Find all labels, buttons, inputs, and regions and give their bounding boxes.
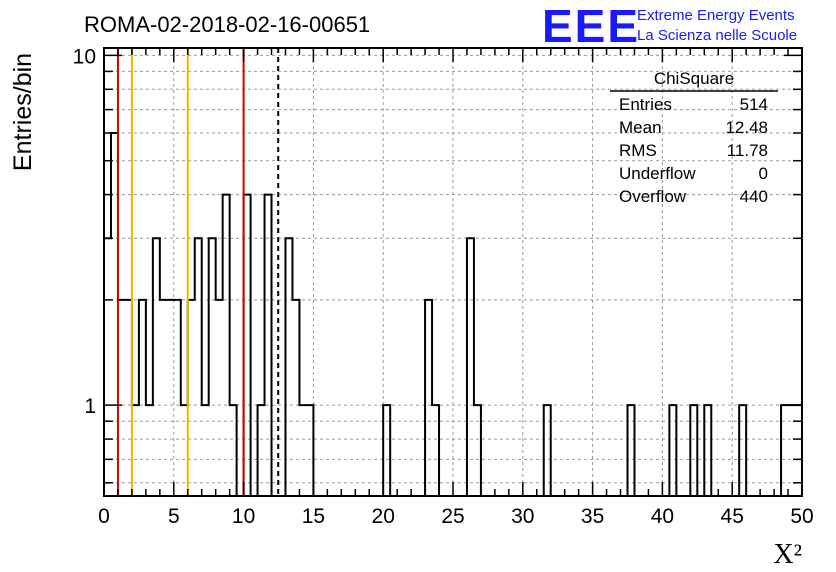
y-axis-label: Entries/bin — [9, 53, 37, 171]
histogram-bin — [111, 133, 118, 496]
histogram-bin — [467, 238, 474, 496]
axis-ticks: 0 5 10 15 20 25 30 35 40 45 50 1 10 — [73, 45, 814, 528]
stats-row-label: Mean — [619, 118, 662, 137]
stats-row-value: 0 — [759, 164, 768, 183]
y-tick-label: 1 — [84, 395, 96, 418]
stats-row-label: Entries — [619, 95, 672, 114]
histogram-bin — [425, 300, 432, 496]
histogram-bin — [174, 300, 181, 496]
x-tick-label: 40 — [651, 505, 674, 528]
stats-row-value: 12.48 — [725, 118, 768, 137]
histogram-bin — [160, 300, 167, 496]
histogram-bin — [188, 300, 195, 496]
stats-row-value: 514 — [740, 95, 768, 114]
stats-row-value: 11.78 — [727, 141, 768, 160]
histogram-bin — [292, 300, 299, 496]
histogram-bin — [167, 300, 174, 496]
x-tick-label: 30 — [511, 505, 534, 528]
x-tick-label: 15 — [302, 505, 325, 528]
stats-rows: Entries 514 Mean 12.48 RMS 11.78 Underflow 0 Ove… — [619, 95, 768, 206]
histogram-bin — [285, 238, 292, 496]
histogram-bin — [118, 300, 125, 496]
x-tick-label: 25 — [441, 505, 464, 528]
y-tick-label: 10 — [73, 45, 96, 68]
histogram-bin — [139, 300, 146, 496]
x-tick-label: 50 — [790, 505, 813, 528]
histogram-bin — [195, 238, 202, 496]
histogram-bin — [153, 238, 160, 496]
eee-logo: EEE Extreme Energy Events La Scienza nel… — [542, 0, 797, 52]
run-title: ROMA-02-2018-02-16-00651 — [84, 12, 370, 37]
logo-text: EEE — [542, 0, 640, 52]
histogram-bin — [223, 195, 230, 496]
histogram-bin — [244, 195, 251, 496]
x-tick-label: 5 — [168, 505, 180, 528]
x-axis-label: X² — [773, 539, 802, 570]
histogram-bin — [216, 300, 223, 496]
histogram-bin — [209, 238, 216, 496]
histogram-bin — [265, 195, 272, 496]
histogram-bin — [125, 300, 132, 496]
x-tick-label: 35 — [581, 505, 604, 528]
x-tick-label: 45 — [721, 505, 744, 528]
stats-row-label: RMS — [619, 141, 657, 160]
stats-row-label: Underflow — [619, 164, 696, 183]
stats-title: ChiSquare — [654, 69, 734, 88]
x-tick-label: 0 — [98, 505, 110, 528]
x-tick-label: 10 — [232, 505, 255, 528]
histogram-bin — [104, 238, 111, 496]
brand-line-1: Extreme Energy Events — [637, 7, 795, 24]
stats-row-label: Overflow — [619, 187, 687, 206]
brand-line-2: La Scienza nelle Scuole — [637, 27, 797, 44]
reference-lines — [116, 48, 280, 496]
x-tick-label: 20 — [372, 505, 395, 528]
stats-box: ChiSquare Entries 514 Mean 12.48 RMS 11.78 Und… — [610, 69, 778, 206]
stats-row-value: 440 — [740, 187, 768, 206]
